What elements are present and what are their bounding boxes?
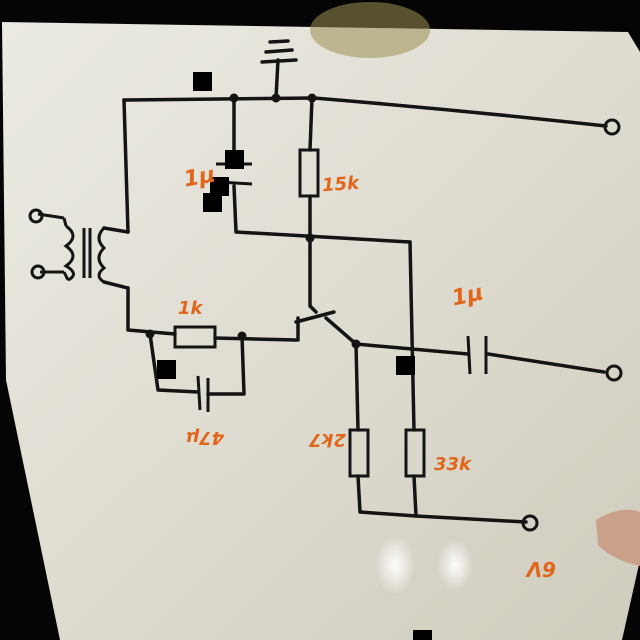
light-glare-2 [437,539,473,591]
label-res-1k: 1k [178,298,204,319]
resistor-15k [298,148,320,198]
capacitor-47u [196,375,210,412]
light-glare [375,535,415,595]
redaction-marks [157,72,432,640]
transformer [37,212,130,290]
capacitor-output [466,335,488,375]
label-cap-47u: 47μ [186,427,225,448]
whiteboard [2,22,640,640]
finger [596,509,640,566]
label-res-33k: 33k [434,454,472,475]
resistor-2k7 [348,428,370,478]
junction-nodes [145,93,361,349]
label-output-6v: 6V [525,557,556,581]
label-res-15k: 15k [321,173,360,197]
circuit-wires [122,39,608,524]
label-cap-top: 1μ [182,163,217,193]
input-terminal-bottom [30,264,46,280]
resistor-33k [404,428,426,478]
output-terminal-top [603,118,621,136]
shadow-blob [310,2,430,58]
output-terminal-mid [605,364,623,382]
resistor-1k [173,325,217,349]
input-terminal-top [28,208,44,224]
output-terminal-bottom [521,514,539,532]
label-res-2k7: 2k7 [309,429,346,450]
